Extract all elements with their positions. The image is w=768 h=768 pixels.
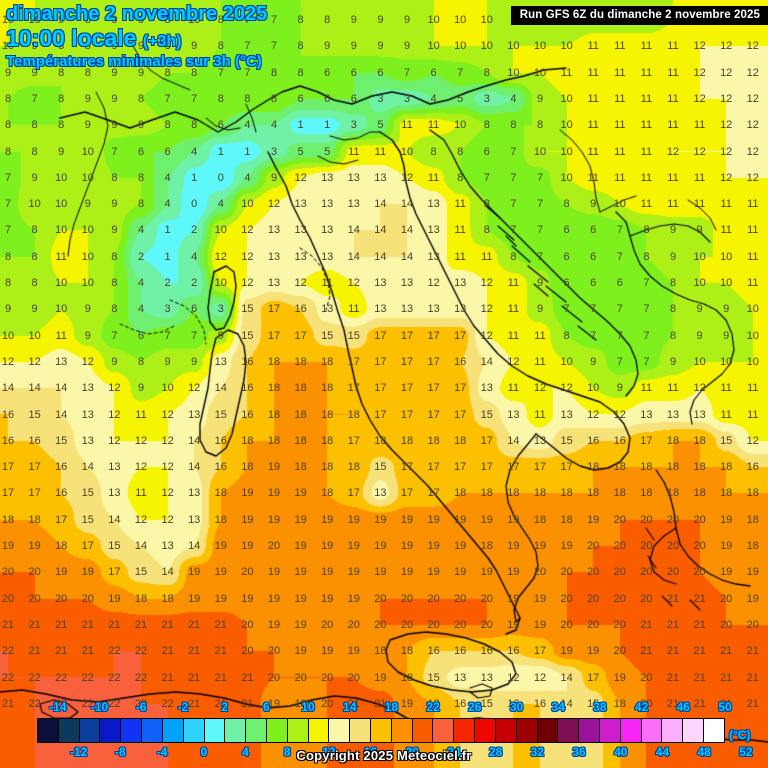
legend-tick-top: 2 — [221, 700, 228, 714]
legend-swatch — [308, 719, 330, 742]
legend-tick-bottom: 20 — [405, 745, 419, 759]
legend-swatch — [58, 719, 80, 742]
legend-swatch — [537, 719, 559, 742]
legend-swatch — [516, 719, 538, 742]
legend-swatch — [266, 719, 288, 742]
legend-tick-bottom: 32 — [530, 745, 545, 759]
legend-swatch — [142, 719, 163, 742]
color-scale-legend: (°C) -14 -10 -6 -2 2 6 10 14 18 22 26 30 34 38 42 46 50-… — [0, 700, 768, 768]
legend-tick-bottom: 8 — [283, 745, 291, 759]
legend-swatch — [204, 719, 226, 742]
legend-tick-top: -2 — [177, 700, 189, 714]
legend-tick-bottom: 12 — [322, 745, 336, 759]
legend-tick-bottom: 28 — [488, 745, 503, 759]
legend-swatch — [641, 719, 663, 742]
legend-tick-top: 14 — [343, 700, 357, 714]
legend-tick-bottom: -8 — [115, 745, 126, 759]
legend-tick-top: 30 — [509, 700, 524, 714]
legend-swatch — [412, 719, 434, 742]
legend-tick-top: 10 — [301, 700, 315, 714]
legend-tick-top: 42 — [634, 700, 649, 714]
legend-swatch — [662, 719, 684, 742]
forecast-hour-label: 10:00 locale — [6, 25, 137, 51]
legend-swatch — [246, 719, 267, 742]
legend-color-bar — [37, 718, 725, 743]
legend-tick-bottom: 4 — [242, 745, 249, 759]
legend-swatch — [287, 719, 309, 742]
legend-tick-top: -6 — [135, 700, 147, 714]
legend-swatch — [329, 719, 351, 742]
copyright-label: Copyright 2025 Meteociel.fr — [296, 748, 472, 763]
model-run-banner: Run GFS 6Z du dimanche 2 novembre 2025 — [510, 6, 768, 25]
forecast-parameter-label: Températures minimales sur 3h (°C) — [6, 52, 263, 70]
legend-tick-bottom: -4 — [156, 745, 168, 759]
forecast-date-label: dimanche 2 novembre 2025 — [6, 3, 268, 25]
legend-swatch — [121, 719, 143, 742]
legend-swatch — [433, 719, 455, 742]
legend-swatch — [599, 719, 621, 742]
legend-swatch — [620, 719, 642, 742]
map-title-block: dimanche 2 novembre 2025 10:00 locale (+… — [6, 3, 268, 70]
legend-swatch — [495, 719, 517, 742]
legend-swatch — [579, 719, 600, 742]
legend-tick-top: -14 — [49, 700, 67, 714]
legend-swatch — [454, 719, 476, 742]
legend-swatch — [475, 719, 496, 742]
legend-tick-bottom: 24 — [447, 745, 461, 759]
legend-swatch — [162, 719, 184, 742]
legend-swatch — [225, 719, 247, 742]
legend-tick-top: 18 — [384, 700, 399, 714]
forecast-offset-label: (+3h) — [142, 33, 182, 51]
legend-tick-top: 46 — [676, 700, 690, 714]
legend-tick-bottom: 48 — [697, 745, 711, 759]
legend-tick-top: 6 — [262, 700, 270, 714]
legend-tick-bottom: 40 — [614, 745, 628, 759]
legend-tick-top: 26 — [468, 700, 482, 714]
legend-tick-bottom: 16 — [363, 745, 378, 759]
legend-swatch — [100, 719, 122, 742]
legend-swatch — [371, 719, 392, 742]
legend-tick-bottom: 0 — [200, 745, 208, 759]
legend-tick-top: -10 — [90, 700, 109, 714]
legend-tick-bottom: -12 — [70, 745, 88, 759]
legend-swatch — [391, 719, 413, 742]
legend-swatch — [38, 719, 59, 742]
legend-unit-label: (°C) — [729, 728, 751, 742]
legend-swatch — [704, 719, 724, 742]
legend-swatch — [79, 719, 101, 742]
legend-tick-top: 22 — [426, 700, 440, 714]
legend-tick-bottom: 44 — [655, 745, 670, 759]
legend-tick-top: 34 — [551, 700, 565, 714]
forecast-time-line: 10:00 locale (+3h) — [6, 25, 267, 51]
legend-tick-bottom: 52 — [739, 745, 753, 759]
legend-tick-top: 50 — [718, 700, 732, 714]
legend-swatch — [683, 719, 704, 742]
legend-tick-top: 38 — [593, 700, 607, 714]
legend-swatch — [183, 719, 205, 742]
legend-tick-bottom: 36 — [572, 745, 586, 759]
legend-swatch — [350, 719, 371, 742]
legend-swatch — [558, 719, 580, 742]
